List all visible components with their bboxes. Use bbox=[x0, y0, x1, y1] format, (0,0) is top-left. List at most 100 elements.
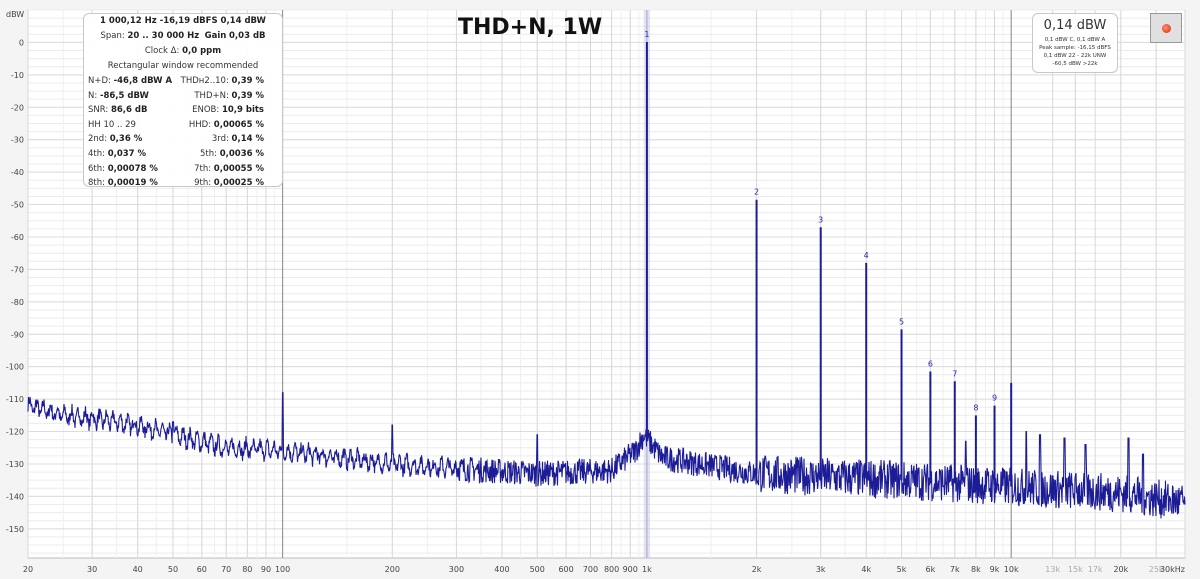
x-tick-label: 7k bbox=[950, 565, 960, 574]
x-tick-label: 8k bbox=[971, 565, 981, 574]
info-value: 0,00055 % bbox=[213, 163, 264, 174]
info-value: 0,00065 % bbox=[213, 119, 264, 130]
level-main: 0,14 dBW bbox=[1043, 18, 1107, 33]
info-key: 9th: bbox=[194, 178, 212, 189]
chart-title: THD+N, 1W bbox=[458, 15, 603, 40]
window-note: Rectangular window recommended bbox=[107, 61, 259, 71]
y-tick-label: -60 bbox=[11, 233, 24, 242]
x-tick-label: 2k bbox=[752, 565, 762, 574]
y-tick-label: -70 bbox=[11, 265, 24, 274]
x-tick-label: 30kHz bbox=[1160, 565, 1185, 574]
info-cell: 8th: 0,00019 % bbox=[84, 176, 176, 191]
x-tick-label: 400 bbox=[494, 565, 509, 574]
info-value: 0,00019 % bbox=[107, 178, 158, 189]
x-tick-label: 1k bbox=[642, 565, 652, 574]
info-key: 6th: bbox=[88, 163, 105, 174]
harmonic-label: 4 bbox=[864, 251, 869, 260]
y-tick-label: -100 bbox=[6, 363, 24, 372]
spectrum-trace bbox=[27, 392, 1186, 519]
x-tick-label: 17k bbox=[1088, 565, 1103, 574]
x-tick-label: 25k bbox=[1149, 565, 1164, 574]
x-tick-label: 10k bbox=[1004, 565, 1019, 574]
info-key: N+D: bbox=[88, 76, 111, 86]
x-tick-label: 30 bbox=[87, 565, 97, 574]
x-tick-label: 80 bbox=[242, 565, 252, 574]
y-tick-label: -90 bbox=[11, 330, 24, 339]
x-tick-label: 40 bbox=[133, 565, 143, 574]
info-key: ENOB: bbox=[192, 105, 220, 116]
info-value: 86,6 dB bbox=[110, 105, 148, 116]
gain-value: 0,03 dB bbox=[229, 31, 266, 41]
info-row: 4th: 0,037 % 5th: 0,0036 % bbox=[84, 147, 282, 162]
info-row: N+D: -46,8 dBW A THDн2..10: 0,39 % bbox=[84, 74, 282, 89]
info-cell: ENOB: 10,9 bits bbox=[176, 103, 282, 118]
x-tick-label: 50 bbox=[168, 565, 178, 574]
info-key: 8th: bbox=[88, 178, 105, 189]
info-value: -86,5 dBW bbox=[99, 90, 149, 101]
info-value: 0,39 % bbox=[231, 76, 264, 86]
info-cell: 7th: 0,00055 % bbox=[176, 162, 282, 177]
info-value: 0,36 % bbox=[109, 134, 143, 145]
info-cell: HH 10 .. 29 bbox=[84, 118, 176, 133]
info-row: 6th: 0,00078 % 7th: 0,00055 % bbox=[84, 162, 282, 177]
info-cell: HHD: 0,00065 % bbox=[176, 118, 282, 133]
level-weighted: 0,1 dBW C, 0,1 dBW A bbox=[1044, 37, 1106, 43]
level-above-22k: -60,5 dBW >22k bbox=[1052, 61, 1098, 67]
y-tick-label: -120 bbox=[6, 428, 24, 437]
record-button[interactable] bbox=[1150, 13, 1182, 43]
fundamental-readout: 1 000,12 Hz -16,19 dBFS 0,14 dBW bbox=[100, 16, 266, 26]
info-row: HH 10 .. 29 HHD: 0,00065 % bbox=[84, 118, 282, 133]
y-tick-label: 0 bbox=[19, 38, 24, 47]
span-value: 20 .. 30 000 Hz bbox=[127, 31, 200, 41]
x-tick-label: 9k bbox=[990, 565, 1000, 574]
info-value: 0,037 % bbox=[107, 148, 147, 159]
info-key: 5th: bbox=[200, 148, 218, 159]
info-cell: 6th: 0,00078 % bbox=[84, 162, 176, 177]
y-tick-label: -20 bbox=[11, 103, 24, 112]
x-tick-label: 900 bbox=[623, 565, 638, 574]
info-cell: 9th: 0,00025 % bbox=[176, 176, 282, 191]
y-tick-label: -10 bbox=[11, 71, 24, 80]
harmonic-label: 3 bbox=[818, 215, 823, 224]
info-row: SNR: 86,6 dB ENOB: 10,9 bits bbox=[84, 103, 282, 118]
record-icon bbox=[1162, 24, 1171, 33]
span-label: Span: bbox=[100, 31, 125, 41]
info-key: HH 10 .. 29 bbox=[88, 119, 136, 130]
y-axis-label: dBW bbox=[6, 10, 24, 19]
info-value: 10,9 bits bbox=[221, 105, 264, 116]
x-tick-label: 200 bbox=[385, 565, 400, 574]
harmonic-label: 6 bbox=[928, 360, 933, 369]
info-key: THD+N: bbox=[194, 90, 229, 101]
info-key: SNR: bbox=[88, 105, 109, 116]
y-tick-label: -50 bbox=[11, 201, 24, 210]
harmonic-label: 1 bbox=[644, 30, 649, 39]
y-tick-label: -80 bbox=[11, 298, 24, 307]
info-key: 2nd: bbox=[88, 134, 108, 145]
info-cell: THD+N: 0,39 % bbox=[176, 89, 282, 104]
info-key: HHD: bbox=[188, 119, 212, 130]
x-tick-label: 60 bbox=[197, 565, 207, 574]
measurement-info-panel: 1 000,12 Hz -16,19 dBFS 0,14 dBW Span: 2… bbox=[83, 13, 283, 188]
x-tick-label: 500 bbox=[530, 565, 545, 574]
y-tick-label: -130 bbox=[6, 460, 24, 469]
level-peak: Peak sample: -16,15 dBFS bbox=[1039, 45, 1111, 51]
info-key: 3rd: bbox=[211, 134, 229, 145]
info-value: -46,8 dBW A bbox=[113, 76, 173, 86]
harmonic-label: 8 bbox=[973, 403, 978, 412]
clock-label: Clock Δ: bbox=[144, 46, 180, 56]
info-value: 0,14 % bbox=[231, 134, 264, 145]
info-row: 8th: 0,00019 % 9th: 0,00025 % bbox=[84, 176, 282, 191]
harmonic-label: 7 bbox=[952, 369, 957, 378]
y-tick-label: -110 bbox=[6, 395, 24, 404]
info-cell: 5th: 0,0036 % bbox=[176, 147, 282, 162]
info-cell: 4th: 0,037 % bbox=[84, 147, 176, 162]
info-value: 0,00025 % bbox=[213, 178, 264, 189]
info-cell: N: -86,5 dBW bbox=[84, 89, 176, 104]
info-cell: THDн2..10: 0,39 % bbox=[176, 74, 282, 89]
info-value: 0,00078 % bbox=[107, 163, 158, 174]
x-tick-label: 700 bbox=[583, 565, 598, 574]
x-tick-label: 3k bbox=[816, 565, 826, 574]
clock-value: 0,0 ppm bbox=[182, 46, 222, 56]
harmonic-label: 2 bbox=[754, 188, 759, 197]
